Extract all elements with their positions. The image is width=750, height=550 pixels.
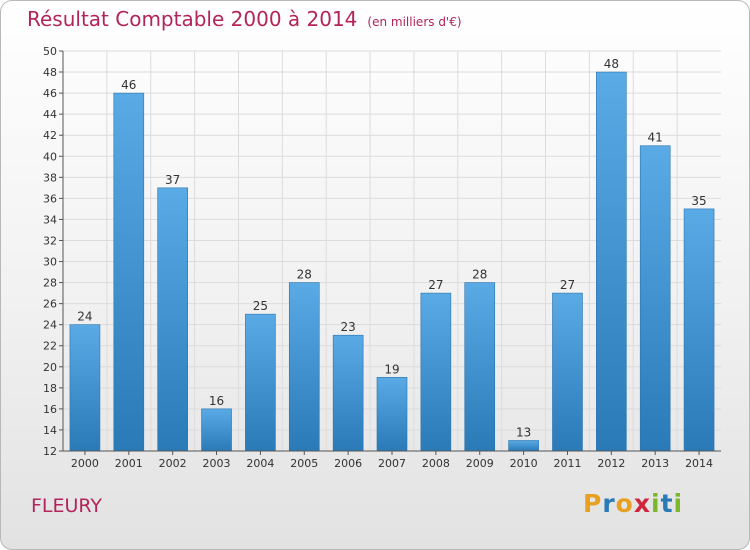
y-tick-label: 30 — [43, 256, 57, 269]
x-tick-label: 2003 — [203, 457, 231, 470]
logo-letter: P — [583, 489, 603, 518]
y-tick-label: 42 — [43, 129, 57, 142]
x-tick-label: 2002 — [159, 457, 187, 470]
data-label: 27 — [428, 278, 443, 292]
y-tick-label: 38 — [43, 171, 57, 184]
bar — [464, 282, 496, 452]
y-tick-label: 20 — [43, 361, 57, 374]
y-tick-label: 48 — [43, 66, 57, 79]
data-label: 28 — [472, 268, 487, 282]
x-tick-label: 2012 — [597, 457, 625, 470]
data-label: 35 — [691, 194, 706, 208]
x-tick-label: 2001 — [115, 457, 143, 470]
commune-name: FLEURY — [31, 495, 103, 517]
x-tick-label: 2007 — [378, 457, 406, 470]
bar — [69, 324, 101, 452]
logo-letter: i — [673, 489, 684, 518]
y-tick-label: 12 — [43, 445, 57, 458]
data-label: 46 — [121, 78, 136, 92]
x-tick-label: 2011 — [553, 457, 581, 470]
axes: 12 14 16 18 20 22 24 26 28 30 32 34 36 38 40 42 44 46 48 50… — [43, 45, 721, 470]
data-label: 16 — [209, 394, 224, 408]
data-label: 19 — [384, 362, 399, 376]
bar — [245, 313, 276, 452]
bars: 24 46 37 16 25 28 23 19 27 28 13 27 48 41 35 — [69, 57, 715, 452]
bar — [376, 377, 408, 452]
logo-letter: o — [615, 489, 634, 518]
x-tick-label: 2013 — [641, 457, 669, 470]
x-tick-label: 2005 — [290, 457, 318, 470]
y-tick-label: 14 — [43, 424, 57, 437]
y-tick-label: 22 — [43, 340, 57, 353]
bar — [113, 92, 145, 452]
y-tick-label: 24 — [43, 319, 57, 332]
bar — [157, 187, 188, 452]
y-tick-label: 26 — [43, 298, 57, 311]
y-tick-label: 28 — [43, 277, 57, 290]
y-tick-label: 50 — [43, 45, 57, 58]
y-tick-label: 40 — [43, 150, 57, 163]
data-label: 37 — [165, 173, 180, 187]
x-tick-label: 2004 — [246, 457, 274, 470]
x-tick-label: 2000 — [71, 457, 99, 470]
data-label: 24 — [77, 310, 92, 324]
bar — [420, 292, 452, 452]
y-tick-label: 36 — [43, 192, 57, 205]
y-tick-label: 46 — [43, 87, 57, 100]
bar — [596, 71, 627, 452]
data-label: 41 — [648, 131, 663, 145]
data-label: 13 — [516, 425, 531, 439]
x-tick-label: 2008 — [422, 457, 450, 470]
y-tick-label: 16 — [43, 403, 57, 416]
title-text: Résultat Comptable 2000 à 2014 — [27, 7, 358, 31]
x-tick-label: 2014 — [685, 457, 713, 470]
bar — [552, 292, 583, 452]
subtitle-text: (en milliers d'€) — [367, 15, 462, 29]
data-label: 48 — [604, 57, 619, 71]
data-label: 23 — [340, 320, 355, 334]
data-label: 27 — [560, 278, 575, 292]
chart-title: Résultat Comptable 2000 à 2014 (en millie… — [27, 7, 462, 31]
y-tick-label: 44 — [43, 108, 57, 121]
bar — [201, 408, 232, 452]
bar — [508, 440, 539, 452]
x-tick-label: 2010 — [510, 457, 538, 470]
bar — [332, 334, 364, 452]
data-label: 25 — [253, 299, 268, 313]
bar — [639, 145, 671, 452]
proxiti-logo[interactable]: Proxiti — [583, 489, 683, 518]
x-tick-label: 2006 — [334, 457, 362, 470]
data-label: 28 — [297, 268, 312, 282]
logo-letter: t — [660, 489, 674, 518]
logo-letter: x — [633, 489, 651, 518]
y-tick-label: 32 — [43, 234, 57, 247]
logo-letter: i — [651, 489, 661, 518]
y-tick-label: 34 — [43, 213, 57, 226]
logo-letter: r — [602, 489, 616, 518]
x-tick-label: 2009 — [466, 457, 494, 470]
bar — [683, 208, 715, 452]
bar — [288, 282, 320, 452]
y-tick-label: 18 — [43, 382, 57, 395]
